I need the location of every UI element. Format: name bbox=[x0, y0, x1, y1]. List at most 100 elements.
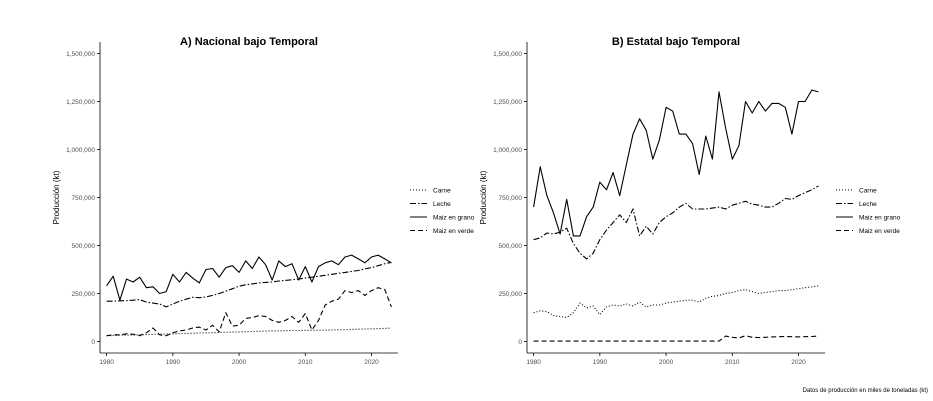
series-line-maiz-en-grano bbox=[106, 254, 392, 301]
data-point bbox=[199, 282, 200, 283]
data-point bbox=[758, 101, 759, 102]
data-point bbox=[371, 267, 372, 268]
data-point bbox=[364, 262, 365, 263]
series-line-maiz-en-verde bbox=[106, 287, 392, 337]
y-tick-label: 250,000 bbox=[499, 291, 523, 298]
data-point bbox=[364, 295, 365, 296]
data-point bbox=[699, 302, 700, 303]
data-point bbox=[718, 295, 719, 296]
data-point bbox=[139, 335, 140, 336]
data-point bbox=[225, 291, 226, 292]
data-point bbox=[818, 336, 819, 337]
data-point bbox=[325, 275, 326, 276]
data-point bbox=[338, 299, 339, 300]
data-point bbox=[179, 281, 180, 282]
data-point bbox=[172, 303, 173, 304]
legend-label: Maiz en verde bbox=[433, 228, 474, 235]
data-point bbox=[331, 301, 332, 302]
data-point bbox=[378, 265, 379, 266]
data-point bbox=[311, 281, 312, 282]
series-line-maiz-en-grano bbox=[533, 89, 819, 237]
data-point bbox=[533, 239, 534, 240]
data-point bbox=[666, 107, 667, 108]
data-point bbox=[798, 195, 799, 196]
data-point bbox=[119, 300, 120, 301]
data-point bbox=[179, 330, 180, 331]
data-point bbox=[272, 330, 273, 331]
data-point bbox=[732, 159, 733, 160]
data-point bbox=[632, 341, 633, 342]
data-point bbox=[699, 208, 700, 209]
data-point bbox=[599, 314, 600, 315]
data-point bbox=[152, 327, 153, 328]
data-point bbox=[765, 337, 766, 338]
data-point bbox=[718, 341, 719, 342]
data-point bbox=[391, 306, 392, 307]
legend-label: Maiz en verde bbox=[859, 228, 900, 235]
data-point bbox=[212, 332, 213, 333]
data-point bbox=[791, 199, 792, 200]
data-point bbox=[272, 320, 273, 321]
data-point bbox=[679, 207, 680, 208]
x-tick-label: 2010 bbox=[725, 359, 740, 366]
data-point bbox=[252, 268, 253, 269]
data-point bbox=[646, 226, 647, 227]
data-point bbox=[245, 318, 246, 319]
data-point bbox=[232, 326, 233, 327]
data-point bbox=[219, 277, 220, 278]
data-point bbox=[626, 164, 627, 165]
data-point bbox=[738, 145, 739, 146]
data-point bbox=[791, 289, 792, 290]
data-point bbox=[725, 293, 726, 294]
y-tick-label: 250,000 bbox=[72, 291, 96, 298]
data-point bbox=[738, 203, 739, 204]
data-point bbox=[126, 335, 127, 336]
data-point bbox=[338, 273, 339, 274]
data-point bbox=[639, 302, 640, 303]
data-point bbox=[758, 337, 759, 338]
y-tick-label: 1,000,000 bbox=[493, 147, 522, 154]
data-point bbox=[745, 289, 746, 290]
legend-label: Carne bbox=[859, 187, 877, 194]
data-point bbox=[560, 316, 561, 317]
data-point bbox=[712, 296, 713, 297]
data-point bbox=[205, 332, 206, 333]
data-point bbox=[146, 302, 147, 303]
data-point bbox=[626, 222, 627, 223]
data-point bbox=[166, 335, 167, 336]
data-point bbox=[212, 325, 213, 326]
data-point bbox=[126, 300, 127, 301]
data-point bbox=[811, 286, 812, 287]
data-point bbox=[331, 274, 332, 275]
data-point bbox=[258, 256, 259, 257]
data-point bbox=[752, 112, 753, 113]
data-point bbox=[133, 300, 134, 301]
data-point bbox=[672, 111, 673, 112]
data-point bbox=[732, 205, 733, 206]
data-point bbox=[546, 195, 547, 196]
data-point bbox=[146, 334, 147, 335]
data-point bbox=[391, 262, 392, 263]
data-point bbox=[752, 204, 753, 205]
data-point bbox=[632, 305, 633, 306]
legend-label: Leche bbox=[433, 201, 451, 208]
data-point bbox=[732, 337, 733, 338]
data-point bbox=[384, 289, 385, 290]
data-point bbox=[613, 172, 614, 173]
data-point bbox=[718, 91, 719, 92]
data-point bbox=[252, 283, 253, 284]
legend-label: Maiz en grano bbox=[859, 214, 901, 221]
data-point bbox=[672, 341, 673, 342]
data-point bbox=[285, 320, 286, 321]
data-point bbox=[219, 331, 220, 332]
data-point bbox=[778, 203, 779, 204]
data-point bbox=[573, 341, 574, 342]
data-point bbox=[619, 341, 620, 342]
data-point bbox=[632, 134, 633, 135]
data-point bbox=[619, 305, 620, 306]
data-point bbox=[666, 341, 667, 342]
data-point bbox=[712, 159, 713, 160]
data-point bbox=[291, 316, 292, 317]
data-point bbox=[798, 101, 799, 102]
